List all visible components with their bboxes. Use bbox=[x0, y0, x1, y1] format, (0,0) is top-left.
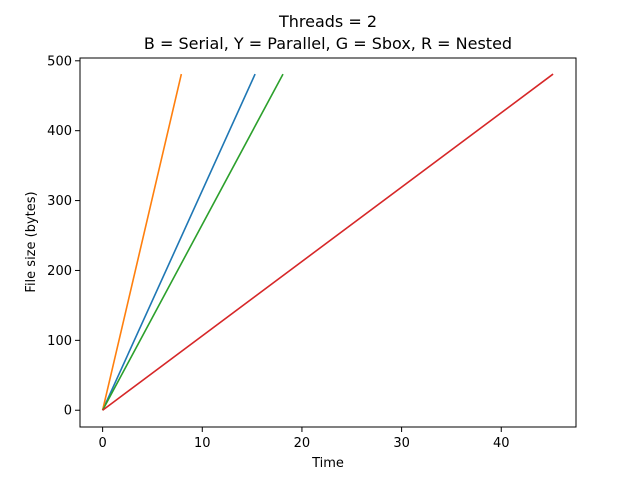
plot-area-frame bbox=[79, 57, 577, 428]
x-tick-label: 40 bbox=[493, 436, 510, 451]
y-tick-label: 100 bbox=[47, 334, 72, 349]
x-axis-label: Time bbox=[311, 456, 344, 471]
x-tick-label: 20 bbox=[294, 436, 311, 451]
chart-subtitle: B = Serial, Y = Parallel, G = Sbox, R = … bbox=[144, 34, 512, 53]
series-line-4 bbox=[102, 73, 554, 411]
x-tick-label: 30 bbox=[393, 436, 410, 451]
y-tick-label: 400 bbox=[47, 124, 72, 139]
y-axis-label: File size (bytes) bbox=[24, 191, 39, 292]
y-tick-label: 500 bbox=[47, 54, 72, 69]
series-line-3 bbox=[101, 73, 284, 411]
y-tick-label: 0 bbox=[64, 404, 72, 419]
series-line-1 bbox=[101, 73, 256, 411]
series-layer bbox=[101, 73, 554, 411]
y-tick-label: 200 bbox=[47, 264, 72, 279]
x-tick-label: 10 bbox=[194, 436, 211, 451]
chart-title: Threads = 2 bbox=[278, 12, 377, 31]
series-line-2 bbox=[101, 73, 183, 411]
y-tick-label: 300 bbox=[47, 194, 72, 209]
x-tick-label: 0 bbox=[98, 436, 106, 451]
